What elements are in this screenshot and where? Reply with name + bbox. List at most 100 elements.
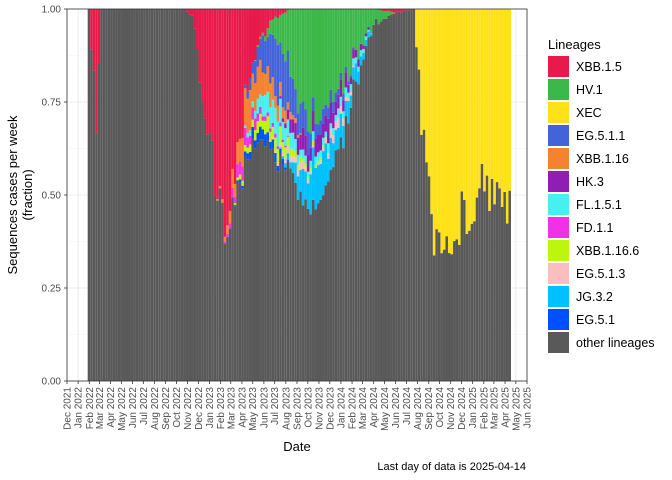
bar-segment: [266, 132, 270, 141]
week-bar: [153, 9, 156, 381]
bar-segment: [256, 121, 260, 133]
bar-segment: [228, 223, 232, 229]
bar-segment: [248, 158, 252, 381]
legend-label: XBB.1.5: [576, 60, 622, 74]
bar-segment: [299, 170, 302, 192]
bar-segment: [115, 9, 118, 381]
week-bar: [306, 9, 310, 381]
week-bar: [133, 9, 136, 381]
week-bar: [206, 9, 209, 381]
week-bar: [190, 9, 194, 381]
bar-segment: [349, 9, 353, 76]
bar-segment: [311, 111, 315, 132]
bar-segment: [377, 9, 380, 10]
bar-segment: [251, 62, 254, 74]
bar-segment: [256, 132, 260, 143]
week-bar: [120, 9, 123, 381]
bar-segment: [271, 139, 275, 149]
bar-segment: [334, 129, 338, 151]
bar-segment: [223, 242, 227, 244]
week-bar: [316, 9, 320, 381]
bar-segment: [500, 9, 504, 207]
x-tick-label: Apr 2023: [237, 387, 248, 428]
bar-segment: [291, 79, 295, 116]
bar-segment: [291, 155, 295, 163]
bar-segment: [284, 170, 287, 381]
bar-segment: [329, 170, 333, 381]
bar-segment: [266, 66, 270, 92]
bar-segment: [281, 164, 285, 381]
bar-segment: [148, 9, 151, 381]
bar-segment: [367, 37, 370, 382]
bar-segment: [301, 158, 305, 162]
bar-segment: [349, 92, 353, 96]
bar-segment: [228, 228, 232, 381]
bar-segment: [352, 79, 355, 381]
bar-segment: [226, 233, 229, 237]
week-bar: [107, 9, 111, 381]
bar-segment: [299, 156, 302, 163]
bar-segment: [274, 153, 277, 163]
bar-segment: [483, 9, 486, 192]
y-tick-label: 0.50: [42, 191, 62, 202]
bar-segment: [266, 28, 270, 37]
bar-segment: [264, 120, 267, 135]
week-bar: [122, 9, 126, 381]
bar-segment: [243, 127, 247, 146]
x-tick-label: Mar 2025: [489, 387, 500, 430]
x-tick-label: Sep 2022: [161, 387, 172, 430]
bar-segment: [473, 9, 476, 222]
bar-segment: [238, 182, 242, 381]
week-bar: [274, 9, 277, 381]
bar-segment: [271, 99, 275, 123]
bar-segment: [213, 195, 217, 381]
bar-segment: [271, 9, 275, 20]
bar-segment: [271, 137, 275, 140]
bar-segment: [420, 9, 423, 135]
bar-segment: [296, 137, 300, 155]
x-tick-label: Nov 2023: [314, 387, 325, 430]
week-bar: [447, 9, 451, 381]
bar-segment: [480, 163, 484, 381]
bar-segment: [294, 9, 297, 90]
bar-segment: [236, 142, 239, 165]
week-bar: [299, 9, 302, 381]
bar-segment: [337, 88, 340, 95]
bar-segment: [256, 46, 260, 67]
bar-segment: [392, 13, 396, 381]
bar-segment: [311, 199, 315, 381]
bar-segment: [296, 135, 300, 138]
week-bar: [483, 9, 486, 381]
bar-segment: [226, 236, 229, 381]
bar-segment: [259, 59, 262, 95]
bar-segment: [364, 45, 368, 381]
bar-segment: [437, 9, 441, 233]
bar-segment: [402, 10, 406, 382]
bar-segment: [435, 229, 438, 381]
bar-segment: [354, 63, 358, 82]
week-bar: [168, 9, 171, 381]
bar-segment: [306, 176, 310, 180]
bar-segment: [259, 126, 262, 140]
bar-segment: [276, 165, 280, 172]
week-bar: [442, 9, 446, 381]
week-bar: [193, 9, 197, 382]
bar-segment: [264, 9, 267, 37]
bar-segment: [286, 136, 290, 137]
bar-segment: [221, 9, 224, 200]
bar-segment: [359, 56, 363, 66]
bar-segment: [238, 179, 242, 183]
legend-label: JG.3.2: [576, 290, 613, 304]
bar-segment: [354, 49, 358, 58]
x-tick-label: Apr 2025: [501, 387, 512, 428]
bar-segment: [500, 206, 504, 381]
bar-segment: [284, 167, 287, 171]
bar-segment: [289, 168, 292, 381]
y-tick-label: 0.75: [42, 98, 62, 109]
bar-segment: [407, 9, 411, 11]
x-tick-label: Jan 2024: [336, 387, 347, 429]
bar-segment: [188, 9, 191, 15]
week-bar: [379, 9, 383, 381]
bar-segment: [460, 191, 464, 381]
bar-segment: [284, 163, 287, 168]
